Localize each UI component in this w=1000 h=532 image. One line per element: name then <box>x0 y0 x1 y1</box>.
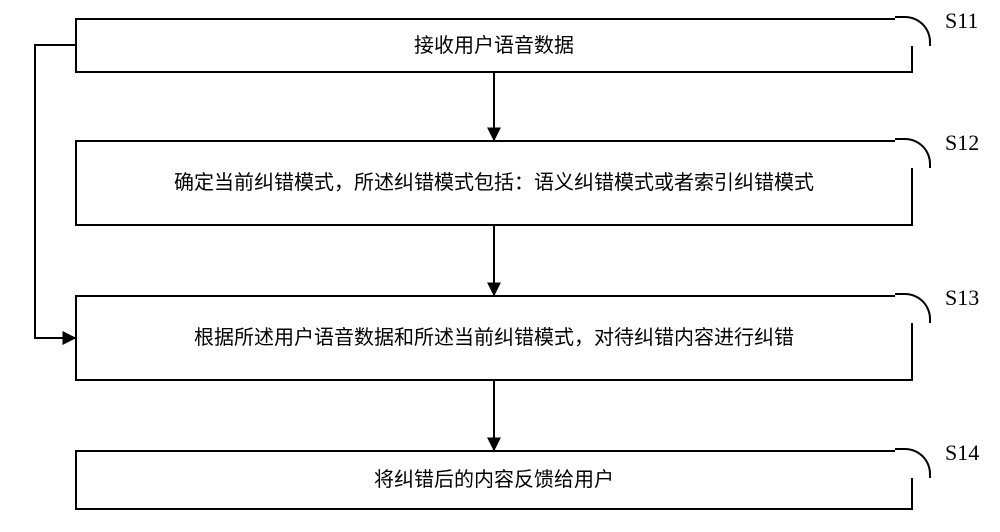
flowchart-canvas: 接收用户语音数据 S11 确定当前纠错模式，所述纠错模式包括：语义纠错模式或者索… <box>0 0 1000 532</box>
step-label-s13: S13 <box>945 285 979 311</box>
step-box-s12: 确定当前纠错模式，所述纠错模式包括：语义纠错模式或者索引纠错模式 <box>75 140 913 226</box>
step-notch-s12 <box>895 138 931 168</box>
step-text: 确定当前纠错模式，所述纠错模式包括：语义纠错模式或者索引纠错模式 <box>174 169 814 197</box>
step-text: 将纠错后的内容反馈给用户 <box>374 466 614 494</box>
step-text: 根据所述用户语音数据和所述当前纠错模式，对待纠错内容进行纠错 <box>194 324 794 352</box>
step-label-s11: S11 <box>945 8 978 34</box>
step-label-s14: S14 <box>945 440 979 466</box>
edge-s11-s13-side <box>35 45 75 338</box>
step-box-s11: 接收用户语音数据 <box>75 18 913 73</box>
step-notch-s14 <box>895 448 931 478</box>
step-box-s13: 根据所述用户语音数据和所述当前纠错模式，对待纠错内容进行纠错 <box>75 295 913 381</box>
step-notch-s13 <box>895 293 931 323</box>
step-box-s14: 将纠错后的内容反馈给用户 <box>75 450 913 510</box>
step-label-s12: S12 <box>945 130 979 156</box>
step-text: 接收用户语音数据 <box>414 32 574 60</box>
step-notch-s11 <box>895 16 931 46</box>
